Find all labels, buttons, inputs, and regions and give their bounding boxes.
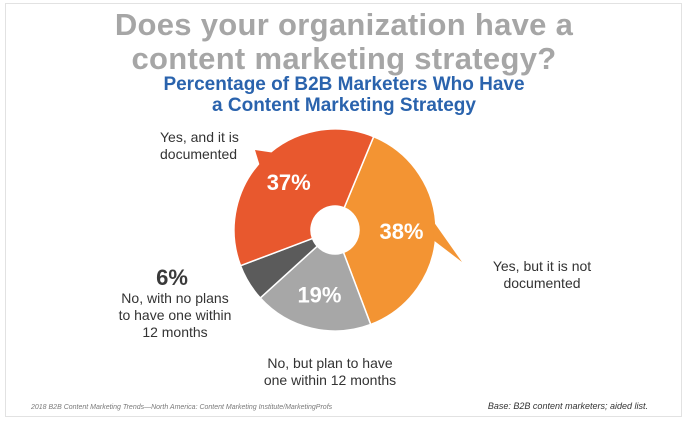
label-slice-2-line2: one within 12 months	[263, 372, 397, 388]
main-title: Does your organization have a content ma…	[0, 8, 688, 76]
source-note: 2018 B2B Content Marketing Trends—North …	[31, 404, 333, 411]
label-slice-2: No, but plan to have one within 12 month…	[220, 355, 440, 389]
donut-slice-1	[342, 135, 437, 326]
chart-subtitle: Percentage of B2B Marketers Who Have a C…	[0, 74, 688, 116]
label-slice-3-line3: 12 months	[142, 324, 208, 340]
label-slice-3: No, with no plans to have one within 12 …	[100, 290, 250, 341]
main-title-line2: content marketing strategy?	[131, 41, 557, 76]
label-slice-0: Yes, and it is documented	[160, 129, 239, 163]
label-slice-2-line1: No, but plan to have	[267, 355, 393, 371]
base-note: Base: B2B content marketers; aided list.	[487, 401, 648, 411]
value-label-slice-1: 38%	[379, 219, 423, 244]
label-slice-1: Yes, but it is not documented	[472, 258, 612, 292]
donut-slice-2	[259, 245, 372, 332]
label-slice-1-line2: documented	[503, 275, 581, 291]
label-slice-3-line2: to have one within	[118, 307, 232, 323]
main-title-line1: Does your organization have a	[114, 7, 574, 42]
label-slice-0-line2: documented	[160, 146, 238, 162]
value-label-slice-0: 37%	[267, 170, 311, 195]
value-label-slice-2: 19%	[297, 283, 341, 308]
chart-subtitle-line2: a Content Marketing Strategy	[212, 95, 476, 116]
label-slice-0-line1: Yes, and it is	[160, 129, 239, 145]
value-label-slice-3: 6%	[156, 265, 188, 290]
callout-pointer-slice-0	[255, 150, 273, 166]
label-slice-3-line1: No, with no plans	[121, 290, 229, 306]
callout-pointer-slice-1	[433, 222, 462, 262]
chart-subtitle-line1: Percentage of B2B Marketers Who Have	[163, 74, 525, 95]
donut-slice-0	[233, 128, 375, 267]
label-slice-1-line1: Yes, but it is not	[492, 258, 592, 274]
chart-card	[5, 3, 682, 417]
